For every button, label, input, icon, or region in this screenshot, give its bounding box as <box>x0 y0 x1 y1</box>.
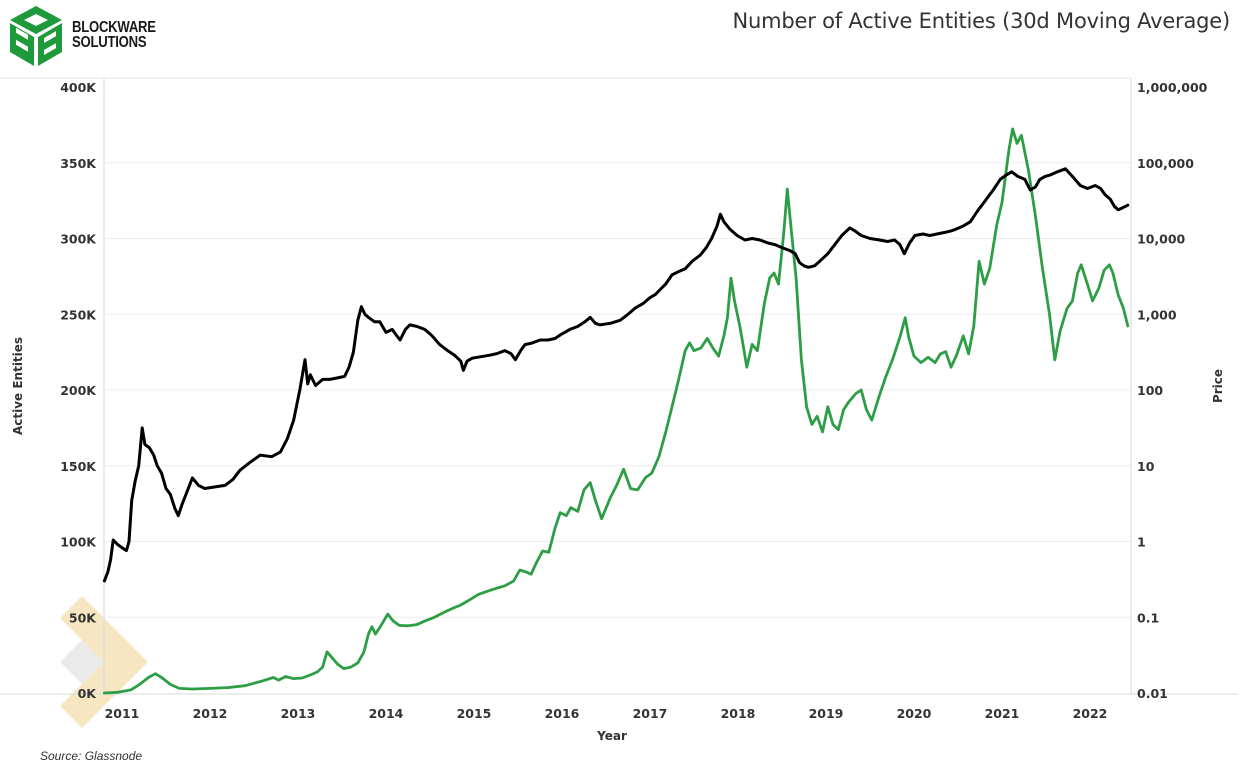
logo-line2: SOLUTIONS <box>72 34 147 51</box>
x-tick-label: 2021 <box>985 706 1020 721</box>
y-tick-label: 250K <box>60 307 97 322</box>
watermark-diamond <box>60 640 104 684</box>
logo-line1: BLOCKWARE <box>72 19 156 36</box>
y2-tick-label: 100 <box>1137 383 1163 398</box>
chart-title: Number of Active Entities (30d Moving Av… <box>732 9 1230 33</box>
series-lines <box>102 127 1130 695</box>
y-axis-ticks: 0K 50K 100K 150K 200K 250K 300K 350K 400K <box>60 80 97 701</box>
x-tick-label: 2017 <box>633 706 668 721</box>
blockware-logo: BLOCKWARE SOLUTIONS <box>6 4 166 68</box>
y-tick-label: 100K <box>60 535 97 550</box>
x-tick-label: 2020 <box>897 706 932 721</box>
y-axis-title: Active Entities <box>11 337 25 435</box>
x-tick-label: 2012 <box>193 706 228 721</box>
x-tick-label: 2018 <box>721 706 756 721</box>
y2-axis-ticks: 0.01 0.1 1 10 100 1,000 10,000 100,000 1,000,000 <box>1137 80 1208 701</box>
y2-tick-label: 0.1 <box>1137 610 1159 625</box>
y2-tick-label: 1,000 <box>1137 307 1177 322</box>
watermark-logo <box>60 596 148 728</box>
x-tick-label: 2011 <box>105 706 140 721</box>
y-tick-label: 0K <box>78 686 98 701</box>
y2-tick-label: 0.01 <box>1137 686 1168 701</box>
y-tick-label: 300K <box>60 232 97 247</box>
logo-text: BLOCKWARE SOLUTIONS <box>72 19 156 51</box>
series-price-line <box>103 127 1130 695</box>
watermark-diamond <box>60 684 104 728</box>
y2-axis-title: Price <box>1211 369 1225 403</box>
x-tick-label: 2014 <box>369 706 404 721</box>
y2-tick-label: 10,000 <box>1137 232 1186 247</box>
y2-tick-label: 100,000 <box>1137 156 1194 171</box>
x-tick-label: 2019 <box>809 706 844 721</box>
y-tick-label: 50K <box>69 610 97 625</box>
x-tick-label: 2022 <box>1073 706 1108 721</box>
cube-logo-icon <box>10 6 62 66</box>
y-tick-label: 400K <box>60 80 97 95</box>
x-axis-ticks: 2011 2012 2013 2014 2015 2016 2017 2018 2019 2020… <box>105 706 1108 721</box>
source-note: Source: Glassnode <box>40 749 143 763</box>
x-tick-label: 2015 <box>457 706 492 721</box>
y2-tick-label: 10 <box>1137 459 1155 474</box>
y2-tick-label: 1,000,000 <box>1137 80 1208 95</box>
y2-tick-label: 1 <box>1137 535 1146 550</box>
y-tick-label: 350K <box>60 156 97 171</box>
y-tick-label: 200K <box>60 383 97 398</box>
x-tick-label: 2013 <box>281 706 316 721</box>
y-tick-label: 150K <box>60 459 97 474</box>
x-axis-title: Year <box>596 729 627 743</box>
grid-lines <box>104 162 1131 618</box>
series-active-entities-line <box>102 167 1130 583</box>
x-tick-label: 2016 <box>545 706 580 721</box>
